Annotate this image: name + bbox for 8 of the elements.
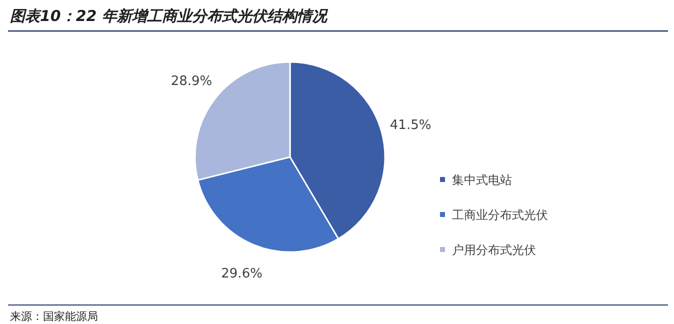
source-note: 来源：国家能源局 bbox=[10, 310, 98, 323]
data-label: 28.9% bbox=[170, 74, 212, 90]
data-label: 41.5% bbox=[390, 118, 432, 134]
legend-label: 户用分布式光伏 bbox=[452, 243, 536, 257]
data-label: 29.6% bbox=[221, 266, 262, 282]
chart-title: 图表10：22 年新增工商业分布式光伏结构情况 bbox=[10, 7, 329, 25]
legend-label: 集中式电站 bbox=[452, 173, 512, 187]
legend-label: 工商业分布式光伏 bbox=[452, 208, 548, 222]
